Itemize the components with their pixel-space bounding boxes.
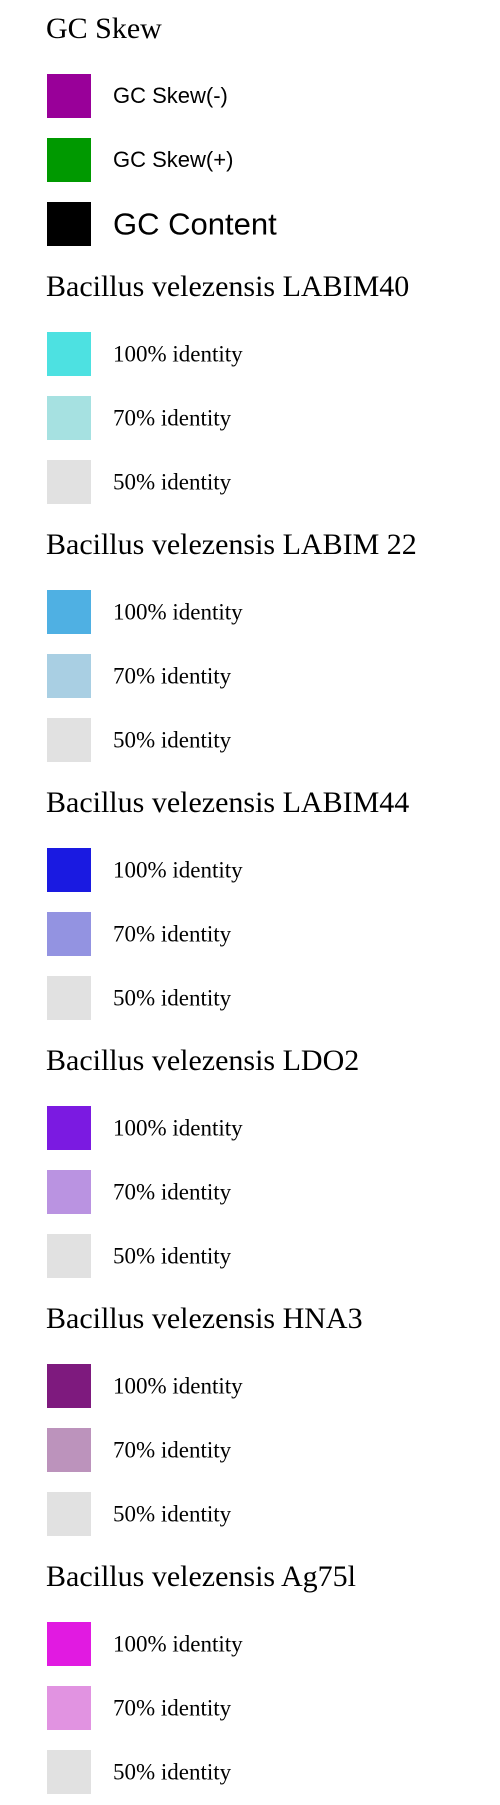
- legend-entry: 100% identity: [47, 1622, 487, 1666]
- legend-entry-label: 50% identity: [113, 469, 232, 495]
- legend-entry-label: 100% identity: [113, 857, 243, 883]
- legend-entry: 50% identity: [47, 976, 487, 1020]
- legend-section-heading: Bacillus velezensis HNA3: [46, 1302, 363, 1335]
- legend-entry: 100% identity: [47, 590, 487, 634]
- legend-entry: 50% identity: [47, 1234, 487, 1278]
- legend-entry-label: 70% identity: [113, 405, 232, 431]
- legend-color-swatch: [47, 138, 91, 182]
- legend-entry-label: 100% identity: [113, 1115, 243, 1141]
- legend-color-swatch: [47, 848, 91, 892]
- legend-color-swatch: [47, 332, 91, 376]
- legend-entry-label: 100% identity: [113, 599, 243, 625]
- legend-entry-label: GC Content: [113, 206, 277, 242]
- legend-color-swatch: [47, 590, 91, 634]
- legend-entry: 50% identity: [47, 718, 487, 762]
- legend-entry-label: 50% identity: [113, 727, 232, 753]
- legend-color-swatch: [47, 1428, 91, 1472]
- legend-color-swatch: [47, 912, 91, 956]
- legend-color-swatch: [47, 1234, 91, 1278]
- legend-entry: 100% identity: [47, 332, 487, 376]
- legend-entry: 70% identity: [47, 1686, 487, 1730]
- legend-entry: 100% identity: [47, 1106, 487, 1150]
- legend-color-swatch: [47, 1106, 91, 1150]
- legend-color-swatch: [47, 654, 91, 698]
- legend-color-swatch: [47, 1622, 91, 1666]
- legend-entry-label: 50% identity: [113, 1759, 232, 1785]
- legend-entry: 70% identity: [47, 1428, 487, 1472]
- legend-entry-label: 50% identity: [113, 1243, 232, 1269]
- legend-section-heading: Bacillus velezensis LABIM 22: [46, 528, 417, 561]
- legend-entry: 50% identity: [47, 1750, 487, 1794]
- legend-color-swatch: [47, 1750, 91, 1794]
- legend-entry-label: 70% identity: [113, 663, 232, 689]
- legend-color-swatch: [47, 460, 91, 504]
- legend-section-heading: Bacillus velezensis LABIM44: [46, 786, 410, 819]
- legend-color-swatch: [47, 396, 91, 440]
- legend-entry: 70% identity: [47, 654, 487, 698]
- legend-entry: GC Content: [47, 202, 487, 246]
- legend-section-heading: Bacillus velezensis LABIM40: [46, 270, 410, 303]
- legend-entry-label: 70% identity: [113, 1695, 232, 1721]
- legend-entry: 70% identity: [47, 912, 487, 956]
- legend-entry: 70% identity: [47, 396, 487, 440]
- legend-entry-label: 50% identity: [113, 1501, 232, 1527]
- legend-entry: GC Skew(+): [47, 138, 487, 182]
- legend-entry: 50% identity: [47, 460, 487, 504]
- legend-entry: 100% identity: [47, 1364, 487, 1408]
- legend-entry-label: 100% identity: [113, 1631, 243, 1657]
- legend-entry: 70% identity: [47, 1170, 487, 1214]
- legend-entry: 50% identity: [47, 1492, 487, 1536]
- legend-entry-label: 50% identity: [113, 985, 232, 1011]
- legend-entry: 100% identity: [47, 848, 487, 892]
- legend-color-swatch: [47, 1686, 91, 1730]
- legend-section-heading: Bacillus velezensis Ag75l: [46, 1560, 356, 1593]
- legend-color-swatch: [47, 718, 91, 762]
- legend-entry-label: 70% identity: [113, 1179, 232, 1205]
- legend-section-heading: GC Skew: [46, 12, 162, 45]
- legend-entry: GC Skew(-): [47, 74, 487, 118]
- legend-entry-label: 100% identity: [113, 1373, 243, 1399]
- legend-color-swatch: [47, 1170, 91, 1214]
- legend-entry-label: GC Skew(-): [113, 83, 228, 108]
- legend-color-swatch: [47, 74, 91, 118]
- legend-entry-label: 70% identity: [113, 921, 232, 947]
- legend-color-swatch: [47, 1364, 91, 1408]
- legend-color-swatch: [47, 976, 91, 1020]
- legend-entry-label: GC Skew(+): [113, 147, 234, 172]
- legend-section-heading: Bacillus velezensis LDO2: [46, 1044, 360, 1077]
- legend-entry-label: 100% identity: [113, 341, 243, 367]
- legend-entry-label: 70% identity: [113, 1437, 232, 1463]
- legend-color-swatch: [47, 202, 91, 246]
- legend-color-swatch: [47, 1492, 91, 1536]
